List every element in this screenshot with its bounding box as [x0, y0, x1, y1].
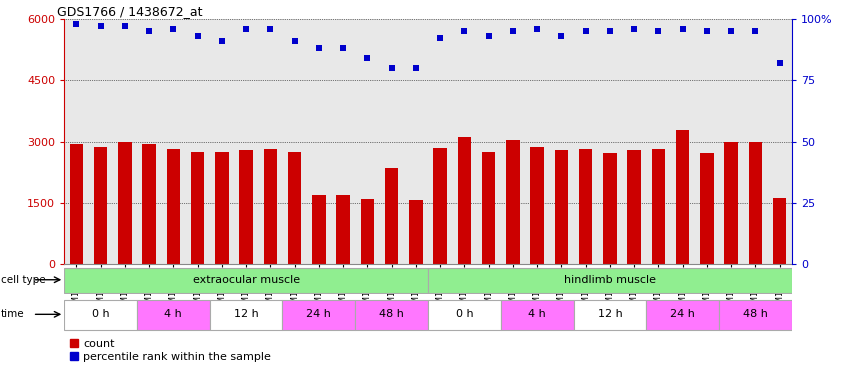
Bar [69, 144, 83, 264]
Text: 4 h: 4 h [164, 309, 182, 320]
Text: 0 h: 0 h [455, 309, 473, 320]
Bar [579, 149, 592, 264]
Bar [191, 152, 205, 264]
Bar [312, 195, 325, 264]
Bar [676, 130, 689, 264]
Text: 48 h: 48 h [379, 309, 404, 320]
Bar [719, 300, 792, 330]
Bar [531, 147, 544, 264]
Bar [64, 268, 428, 293]
Bar [385, 168, 398, 264]
Text: 12 h: 12 h [597, 309, 622, 320]
Bar [627, 150, 641, 264]
Bar [501, 300, 574, 330]
Bar [94, 147, 107, 264]
Bar [142, 144, 156, 264]
Bar [137, 300, 210, 330]
Text: time: time [1, 309, 25, 320]
Text: hindlimb muscle: hindlimb muscle [564, 275, 656, 285]
Bar [555, 150, 568, 264]
Bar [574, 300, 646, 330]
Bar [603, 153, 616, 264]
Bar [167, 149, 180, 264]
Bar [288, 152, 301, 264]
Text: 4 h: 4 h [528, 309, 546, 320]
Bar [428, 300, 501, 330]
Bar [210, 300, 282, 330]
Bar [506, 140, 520, 264]
Bar [646, 300, 719, 330]
Text: extraocular muscle: extraocular muscle [193, 275, 300, 285]
Bar [264, 148, 277, 264]
Text: cell type: cell type [1, 275, 45, 285]
Text: 0 h: 0 h [92, 309, 110, 320]
Text: 24 h: 24 h [670, 309, 695, 320]
Bar [458, 138, 471, 264]
Bar [749, 142, 762, 264]
Bar [433, 148, 447, 264]
Text: 48 h: 48 h [743, 309, 768, 320]
Bar [724, 142, 738, 264]
Bar [118, 142, 132, 264]
Bar [282, 300, 355, 330]
Text: 12 h: 12 h [234, 309, 259, 320]
Bar [409, 200, 423, 264]
Bar [700, 153, 714, 264]
Bar [482, 152, 496, 264]
Bar [215, 152, 229, 264]
Text: GDS1766 / 1438672_at: GDS1766 / 1438672_at [56, 4, 202, 18]
Legend: count, percentile rank within the sample: count, percentile rank within the sample [69, 339, 271, 362]
Bar [651, 148, 665, 264]
Bar [360, 199, 374, 264]
Bar [355, 300, 428, 330]
Bar [428, 268, 792, 293]
Bar [240, 150, 253, 264]
Bar [64, 300, 137, 330]
Bar [336, 195, 350, 264]
Bar [773, 198, 787, 264]
Text: 24 h: 24 h [306, 309, 331, 320]
